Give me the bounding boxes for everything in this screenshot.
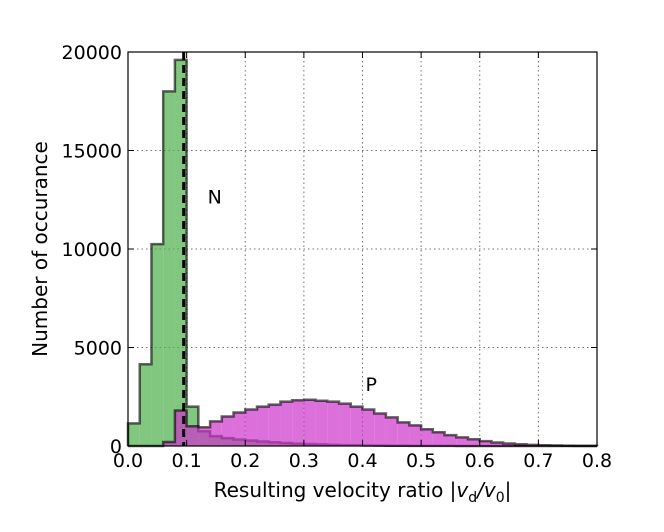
outline-P [128,398,599,448]
bar-P-4 [174,410,187,446]
y-tick-label-3: 15000 [62,141,122,163]
bar-P-3 [163,442,175,446]
bar-P-32 [503,443,515,446]
bar-N-0 [128,423,140,446]
bar-N-1 [139,364,152,446]
x-tick-label-6: 0.6 [465,450,495,472]
y-tick-label-2: 10000 [62,239,122,261]
histogram-bars [126,58,599,448]
bar-P-14 [292,400,304,446]
outline-N [126,58,597,448]
bar-P-20 [362,409,375,446]
axis-ticks: 0.0 0.1 0.2 0.3 0.4 0.5 0.6 0.7 0.8 0 5000 10000 150… [62,42,613,472]
bar-P-21 [374,413,386,446]
bar-P-31 [491,442,504,446]
bar-P-7 [210,421,222,446]
bar-P-24 [409,425,422,446]
x-tick-label-2: 0.2 [230,450,260,472]
bar-P-9 [233,412,246,446]
x-tick-label-4: 0.4 [347,450,377,472]
bar-P-16 [315,400,328,446]
x-tick-label-5: 0.5 [406,450,436,472]
bar-N-4 [174,59,187,446]
bar-P-25 [421,429,433,446]
grid-lines [127,51,598,447]
bar-P-15 [303,399,316,446]
bar-P-22 [385,417,398,446]
bar-P-8 [221,416,234,446]
bar-P-6 [198,427,211,446]
series-N [126,58,597,448]
bar-P-5 [186,426,199,446]
bar-N-3 [163,91,175,447]
y-tick-label-1: 5000 [74,338,122,360]
bar-N-2 [151,244,164,446]
y-tick-label-4: 20000 [62,42,122,64]
bar-P-23 [397,422,410,446]
bar-P-17 [327,401,340,446]
x-tick-label-7: 0.7 [523,450,553,472]
annotations: NP [208,187,377,396]
bar-P-27 [444,435,457,446]
x-axis-label: Resulting velocity ratio |vd/v0| [214,478,512,506]
x-tick-label-0: 0.0 [113,450,143,472]
y-axis-label: Number of occurance [28,141,52,357]
bar-P-18 [339,403,351,446]
bar-P-11 [256,406,269,446]
bar-P-13 [280,401,293,446]
x-tick-label-3: 0.3 [289,450,319,472]
x-tick-label-1: 0.1 [172,450,202,472]
bar-P-10 [245,409,257,446]
bar-P-26 [432,432,445,446]
bar-P-29 [468,439,480,446]
x-tick-label-8: 0.8 [582,450,612,472]
bar-P-19 [350,406,363,446]
annotation-N: N [208,187,222,209]
y-tick-label-0: 0 [110,436,122,458]
bar-P-28 [456,437,469,446]
bar-P-30 [479,441,492,446]
annotation-P: P [366,374,377,396]
bar-P-12 [268,404,281,446]
